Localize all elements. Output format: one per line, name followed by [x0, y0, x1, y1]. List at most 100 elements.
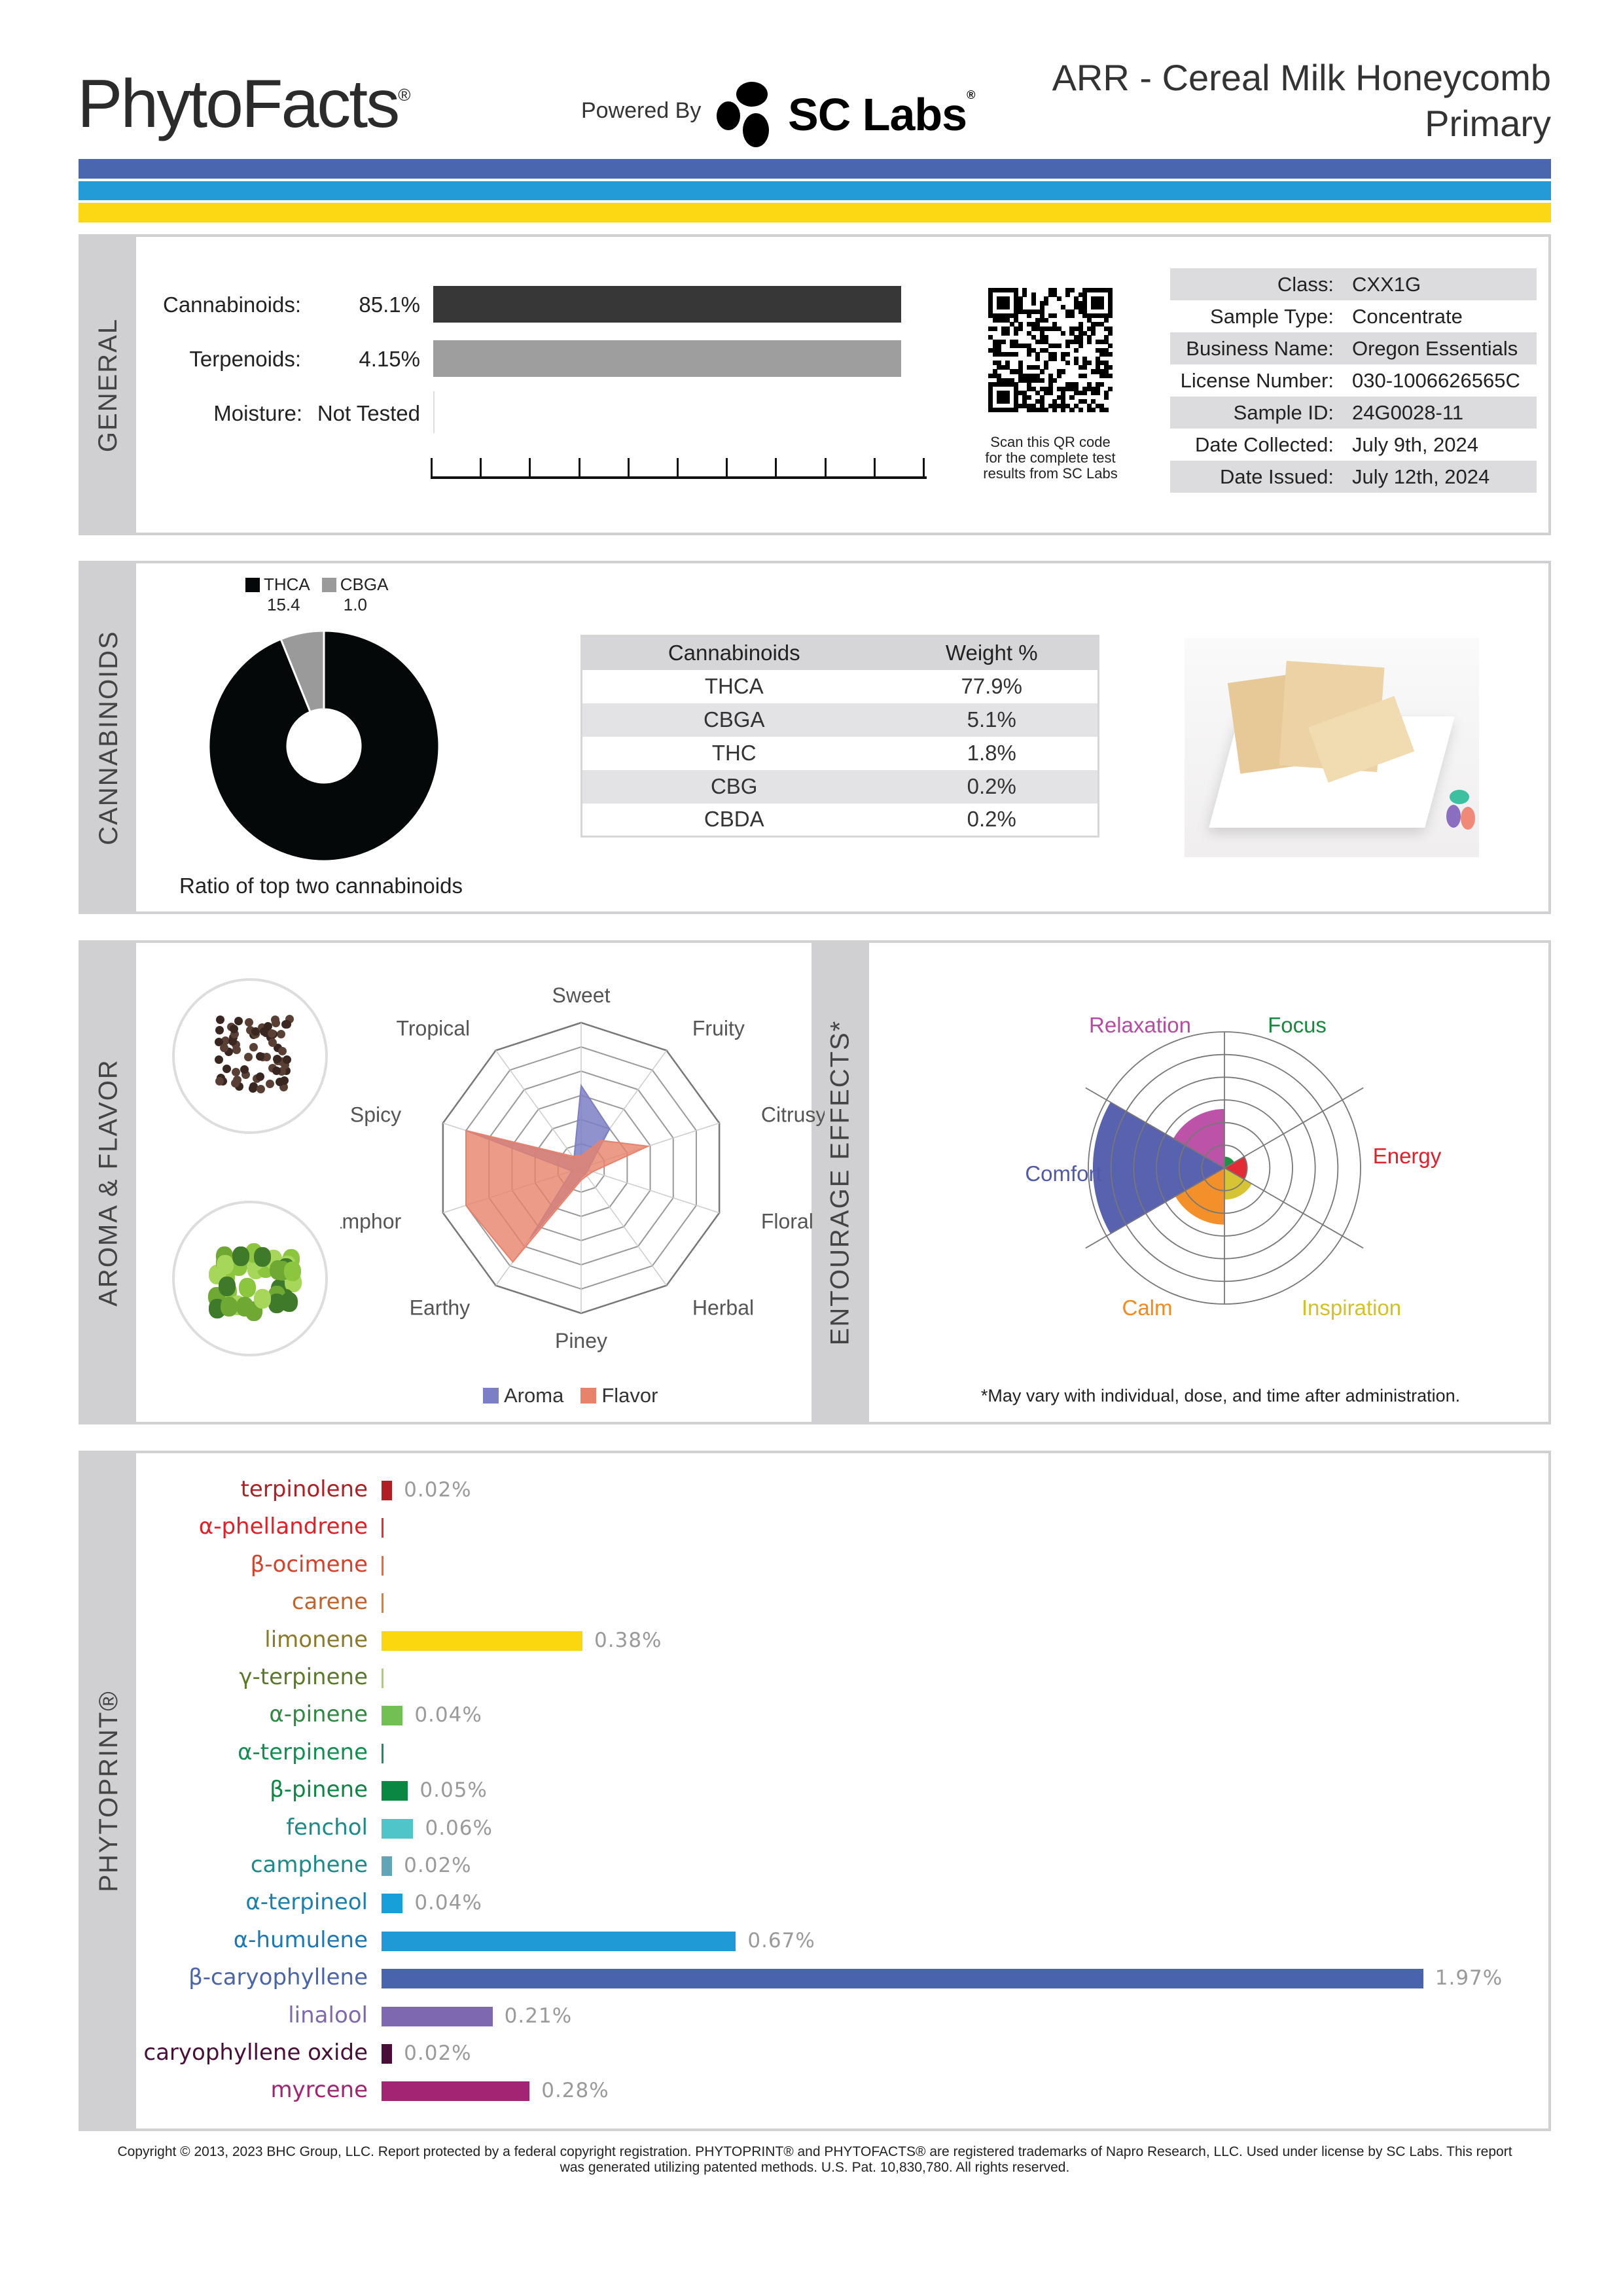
terpene-value: 0.28%	[541, 2079, 609, 2103]
cannabinoids-band: CANNABINOIDS	[81, 563, 136, 911]
logo-text: PhytoFacts	[77, 66, 400, 142]
terpene-value: 0.21%	[504, 2004, 573, 2028]
effect-sector-comfort	[1092, 1102, 1224, 1234]
terpene-label: camphene	[250, 1852, 368, 1878]
axis-tick	[480, 458, 482, 479]
effect-sector-focus	[1224, 1156, 1235, 1168]
qr-caption-line: Scan this QR code	[990, 434, 1111, 450]
qr-caption-line: results from SC Labs	[983, 465, 1118, 482]
weight-cell: 0.2%	[967, 807, 1016, 832]
sc-labs-text: SC Labs	[788, 89, 967, 140]
effect-sector-energy	[1224, 1156, 1247, 1180]
stripe-yellow	[79, 203, 1551, 222]
terpene-bar	[382, 1631, 583, 1651]
axis-tick	[529, 458, 531, 479]
table-row: THC 1.8%	[582, 737, 1099, 770]
logo-dot-icon	[1446, 805, 1461, 828]
terpene-bar	[382, 2006, 493, 2026]
info-row: Sample ID: 24G0028-11	[1170, 397, 1537, 429]
terpene-bar	[382, 1743, 383, 1763]
axis-tick	[578, 458, 580, 479]
terpene-label: α-terpineol	[245, 1889, 368, 1916]
legend-label: Aroma	[504, 1384, 564, 1407]
terpene-value: 0.02%	[404, 2041, 472, 2065]
radar-axis-label: Fruity	[692, 1016, 745, 1040]
radar-axis-label: Earthy	[410, 1296, 470, 1320]
qr-code[interactable]	[988, 288, 1113, 413]
info-value: 030-1006626565C	[1352, 368, 1520, 392]
radar-spoke	[495, 1050, 582, 1169]
terpene-label: linalool	[288, 2002, 368, 2028]
axis-tick	[677, 458, 679, 479]
table-row: CBGA 5.1%	[581, 703, 1099, 737]
legend-cbga: CBGA 1.0	[321, 574, 388, 615]
general-value: 85.1%	[359, 292, 420, 317]
terpene-value: 0.02%	[404, 1854, 472, 1877]
terpene-value: 1.97%	[1435, 1966, 1503, 1990]
terpene-value: 0.06%	[425, 1816, 493, 1840]
terpene-bar	[382, 1931, 736, 1951]
general-bar	[433, 391, 435, 433]
aroma-section: AROMA & FLAVOR ENTOURAGE EFFECTS*	[79, 940, 1551, 1424]
effect-sector-calm	[1175, 1168, 1224, 1225]
qr-caption: Scan this QR code for the complete test …	[962, 434, 1139, 482]
terpene-label: carene	[291, 1589, 368, 1616]
effect-label-energy: Energy	[1373, 1144, 1442, 1168]
axis-tick	[431, 458, 433, 479]
general-value: Not Tested	[317, 401, 420, 425]
phytofacts-logo: PhytoFacts®	[77, 66, 410, 142]
terpene-label: terpinolene	[240, 1476, 368, 1502]
weight-cell: 1.8%	[967, 741, 1016, 765]
radar-axis-label: Sweet	[552, 983, 611, 1007]
ratio-caption: Ratio of top two cannabinoids	[179, 874, 463, 898]
legend-swatch-icon	[483, 1388, 499, 1404]
radar-spoke	[580, 1167, 720, 1214]
product-subtitle: Primary	[1425, 103, 1551, 144]
radar-axis-label: Tropical	[397, 1016, 471, 1040]
axis-tick	[627, 458, 630, 479]
general-axis	[431, 458, 927, 479]
col-header: Weight %	[885, 635, 1099, 670]
axis-tick	[775, 458, 777, 479]
section-label: ENTOURAGE EFFECTS*	[825, 1019, 855, 1345]
general-bar	[433, 340, 901, 377]
stripe-cyan	[79, 181, 1551, 200]
legend-swatch-icon	[580, 1388, 597, 1404]
terpene-bar	[382, 1856, 393, 1876]
terpene-value: 0.04%	[414, 1703, 482, 1727]
radar-series-flavor	[465, 1129, 651, 1263]
general-label: Terpenoids:	[189, 347, 301, 371]
effect-label-relaxation: Relaxation	[1089, 1013, 1191, 1037]
copyright-line: was generated utilizing patented methods…	[560, 2160, 1070, 2175]
info-row: Sample Type: Concentrate	[1170, 300, 1537, 332]
terpene-label: β-ocimene	[250, 1551, 368, 1578]
info-key: Sample Type:	[1210, 304, 1334, 328]
weight-cell: 5.1%	[885, 703, 1099, 737]
col-header: Cannabinoids	[581, 635, 886, 670]
radar-axis-label: Camphor	[340, 1210, 401, 1233]
terpene-bar	[382, 2081, 530, 2102]
effect-label-comfort: Comfort	[1025, 1161, 1101, 1186]
terpene-bar	[382, 1593, 383, 1614]
terpene-bar	[382, 1894, 403, 1914]
info-value: 24G0028-11	[1352, 400, 1464, 424]
logo-dot-icon	[1450, 790, 1469, 804]
radar-legend: Aroma Flavor	[483, 1384, 658, 1407]
terpene-label: β-caryophyllene	[188, 1964, 368, 1991]
ratio-donut	[207, 629, 440, 862]
table-row: CBG 0.2%	[581, 769, 1099, 804]
thca-swatch-icon	[245, 577, 260, 592]
product-title: ARR - Cereal Milk Honeycomb Primary	[1052, 55, 1551, 147]
terpene-bar	[382, 1518, 383, 1538]
product-photo	[1185, 638, 1479, 857]
radar-axis-label: Spicy	[350, 1103, 401, 1126]
terpene-label: α-phellandrene	[198, 1513, 368, 1540]
info-key: Date Issued:	[1219, 465, 1334, 488]
qr-caption-line: for the complete test	[985, 450, 1116, 466]
info-value: CXX1G	[1352, 272, 1421, 296]
info-row: Class: CXX1G	[1170, 268, 1537, 300]
entourage-polar-chart: Focus Energy Inspiration Calm Comfort Relaxat…	[1025, 1013, 1442, 1320]
terpene-label: caryophyllene oxide	[143, 2040, 368, 2066]
product-name: ARR - Cereal Milk Honeycomb	[1052, 57, 1551, 98]
info-row: Date Issued: July 12th, 2024	[1170, 461, 1537, 493]
